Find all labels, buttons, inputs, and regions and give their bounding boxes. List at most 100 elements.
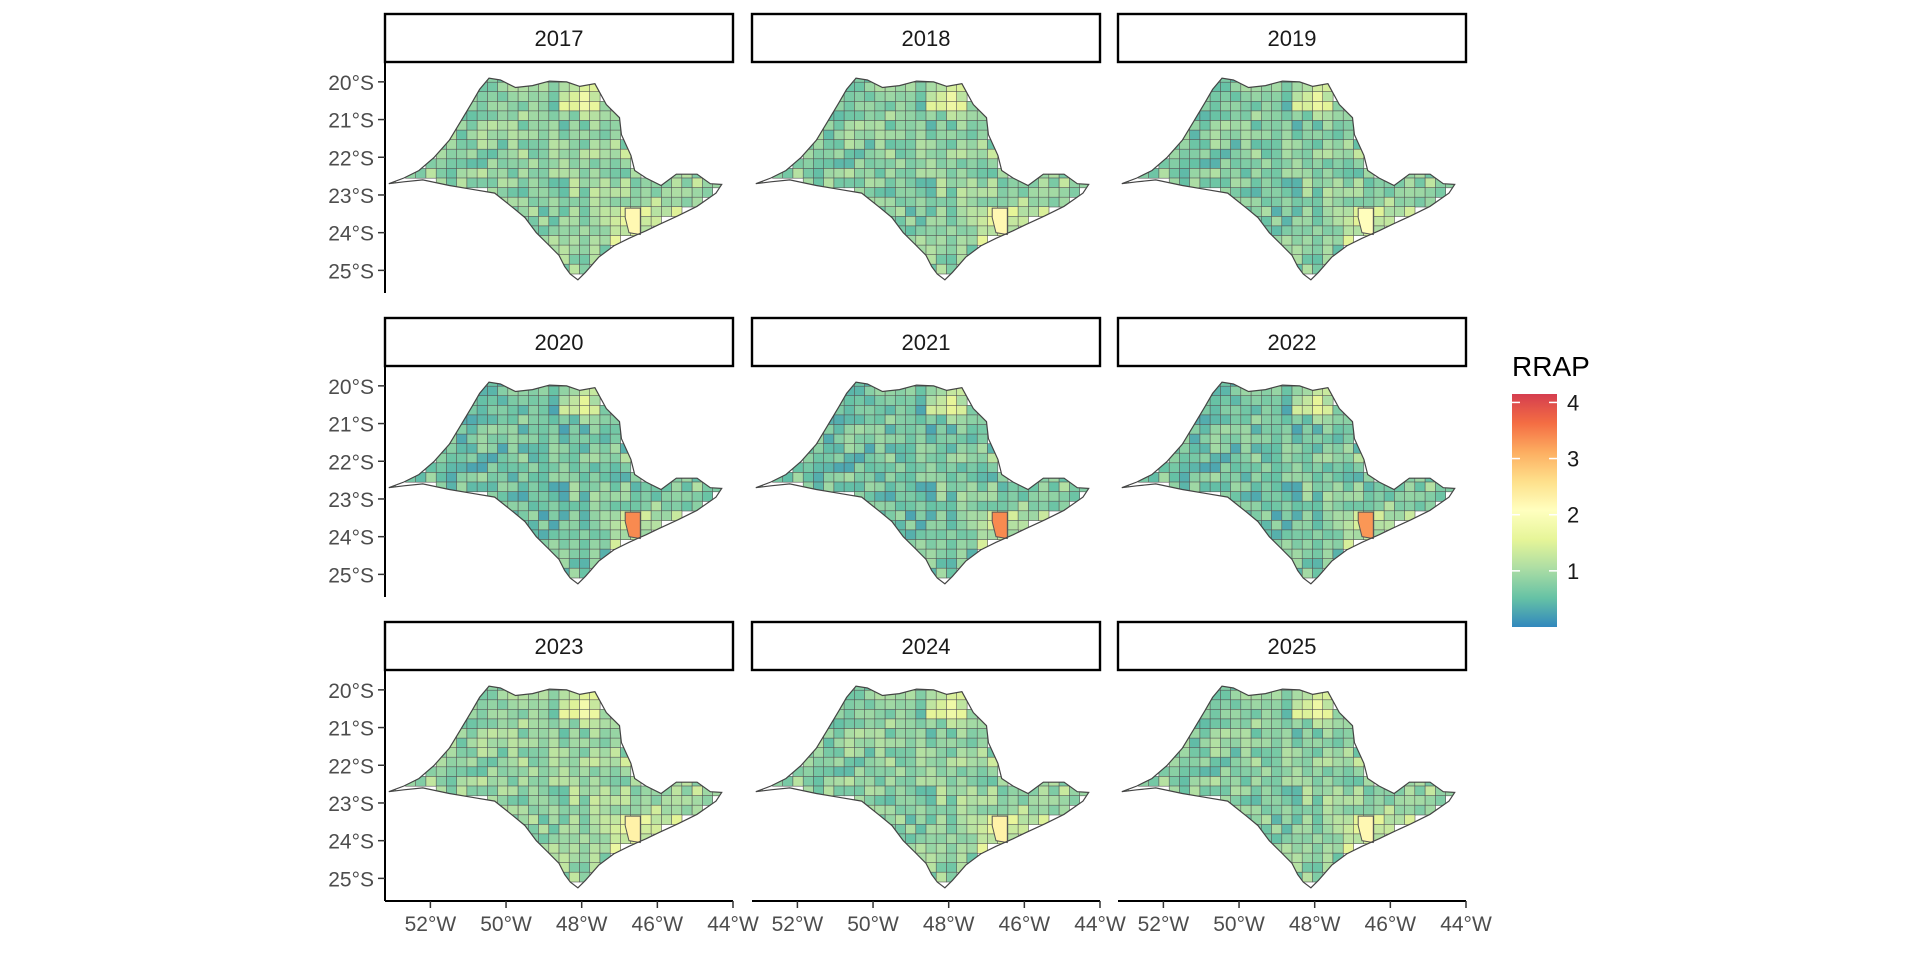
municipality xyxy=(527,814,539,825)
facet-strip-label: 2020 xyxy=(535,330,584,355)
municipality xyxy=(823,177,835,189)
municipality xyxy=(1038,500,1050,512)
municipality xyxy=(987,168,999,179)
municipality xyxy=(894,385,906,397)
municipality xyxy=(843,452,855,464)
municipality xyxy=(1240,101,1252,112)
municipality xyxy=(935,225,947,236)
municipality xyxy=(1250,795,1262,806)
municipality xyxy=(507,139,519,150)
municipality xyxy=(956,737,968,749)
municipality xyxy=(884,814,896,825)
municipality xyxy=(946,510,958,521)
municipality xyxy=(497,699,509,710)
municipality xyxy=(712,785,722,797)
municipality xyxy=(874,177,886,189)
municipality xyxy=(620,491,632,502)
municipality xyxy=(946,529,958,541)
municipality xyxy=(476,110,488,122)
municipality xyxy=(874,747,886,758)
municipality xyxy=(1230,708,1242,720)
municipality xyxy=(497,756,509,768)
facet-strip-label: 2022 xyxy=(1268,330,1317,355)
municipality xyxy=(1007,823,1019,835)
municipality xyxy=(1261,196,1273,208)
municipality xyxy=(1271,814,1283,825)
municipality xyxy=(589,91,601,102)
municipality xyxy=(1230,443,1242,454)
x-tick-label: 52°W xyxy=(405,913,457,936)
municipality xyxy=(1220,452,1232,464)
municipality xyxy=(1189,158,1201,169)
municipality xyxy=(517,510,529,521)
municipality xyxy=(854,708,866,720)
hotspot-municipality xyxy=(1357,815,1374,844)
municipality xyxy=(548,708,560,720)
municipality xyxy=(1189,177,1201,189)
municipality xyxy=(946,81,958,93)
municipality xyxy=(1168,158,1180,169)
municipality xyxy=(1230,158,1242,169)
legend-tick-label: 2 xyxy=(1567,503,1579,528)
municipality xyxy=(1291,158,1303,169)
municipality xyxy=(1301,823,1313,835)
municipality xyxy=(1079,481,1089,493)
facet-strip xyxy=(750,620,1102,672)
municipality xyxy=(527,414,539,425)
municipality xyxy=(1271,776,1283,787)
municipality xyxy=(507,766,519,777)
municipality xyxy=(579,235,591,246)
municipality xyxy=(599,529,611,541)
municipality xyxy=(1281,833,1293,845)
municipality xyxy=(1271,708,1283,720)
municipality xyxy=(905,101,917,112)
municipality xyxy=(456,177,468,189)
municipality xyxy=(1220,177,1232,189)
municipality xyxy=(456,129,468,141)
municipality xyxy=(1322,120,1334,131)
municipality xyxy=(1383,795,1395,806)
municipality xyxy=(538,776,550,787)
municipality xyxy=(905,833,917,845)
municipality xyxy=(915,481,927,493)
municipality xyxy=(874,139,886,150)
municipality xyxy=(1312,139,1324,150)
municipality xyxy=(1281,235,1293,246)
municipality xyxy=(609,225,621,236)
municipality xyxy=(1261,148,1273,160)
municipality xyxy=(1271,452,1283,464)
municipality xyxy=(1291,129,1303,141)
municipality xyxy=(1017,814,1029,825)
municipality xyxy=(1291,452,1303,464)
municipality xyxy=(456,139,468,150)
municipality xyxy=(1250,404,1262,416)
municipality xyxy=(925,756,937,768)
municipality xyxy=(487,404,499,416)
municipality xyxy=(568,539,580,550)
municipality xyxy=(558,168,570,179)
municipality xyxy=(1250,158,1262,169)
state-outline xyxy=(1121,381,1456,585)
municipality xyxy=(1332,785,1344,797)
municipality xyxy=(568,548,580,560)
municipality xyxy=(517,756,529,768)
municipality xyxy=(517,766,529,777)
municipality xyxy=(1271,196,1283,208)
municipality xyxy=(579,766,591,777)
municipality xyxy=(1220,424,1232,435)
municipality xyxy=(558,206,570,217)
municipality xyxy=(966,756,978,768)
municipality xyxy=(466,785,478,797)
municipality xyxy=(527,689,539,701)
municipality xyxy=(905,404,917,416)
municipality xyxy=(1017,500,1029,512)
municipality xyxy=(558,139,570,150)
municipality xyxy=(1240,91,1252,102)
municipality xyxy=(1424,491,1436,502)
municipality xyxy=(1250,177,1262,189)
municipality xyxy=(1199,747,1211,758)
municipality xyxy=(854,747,866,758)
municipality xyxy=(1250,472,1262,483)
municipality xyxy=(1301,871,1313,883)
municipality xyxy=(854,110,866,122)
